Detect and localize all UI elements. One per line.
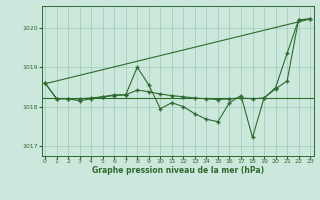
X-axis label: Graphe pression niveau de la mer (hPa): Graphe pression niveau de la mer (hPa) <box>92 166 264 175</box>
